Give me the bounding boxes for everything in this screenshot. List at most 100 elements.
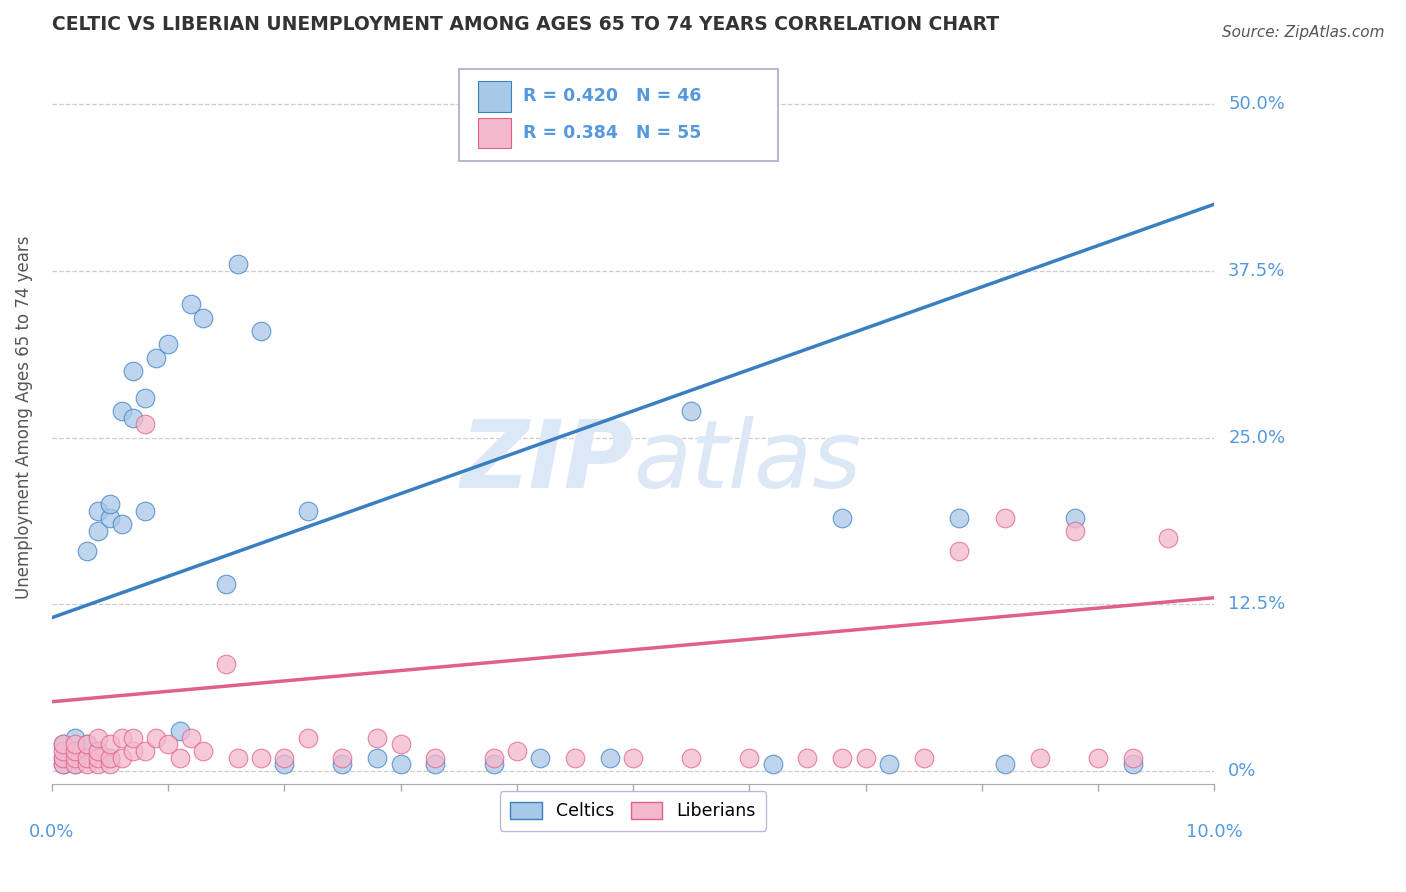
Point bbox=[52, 738, 75, 752]
Point bbox=[761, 757, 783, 772]
Point bbox=[63, 744, 86, 758]
Point bbox=[529, 751, 551, 765]
Point bbox=[621, 751, 644, 765]
Point bbox=[76, 738, 98, 752]
Point bbox=[52, 757, 75, 772]
Point bbox=[63, 738, 86, 752]
Point bbox=[52, 757, 75, 772]
Point bbox=[98, 751, 121, 765]
Point bbox=[110, 517, 132, 532]
Point bbox=[389, 738, 412, 752]
Point bbox=[134, 504, 156, 518]
Point bbox=[215, 657, 238, 672]
Text: ZIP: ZIP bbox=[460, 416, 633, 508]
Point bbox=[425, 757, 447, 772]
Point bbox=[98, 751, 121, 765]
Point bbox=[681, 404, 703, 418]
Point bbox=[250, 751, 273, 765]
Point bbox=[63, 744, 86, 758]
Point bbox=[134, 391, 156, 405]
Point bbox=[87, 751, 110, 765]
Text: 0%: 0% bbox=[1229, 762, 1257, 780]
Point bbox=[948, 544, 970, 558]
Text: 0.0%: 0.0% bbox=[30, 823, 75, 841]
Point bbox=[52, 738, 75, 752]
Point bbox=[63, 751, 86, 765]
Bar bbox=[478, 118, 510, 148]
Point bbox=[1122, 751, 1144, 765]
Point bbox=[87, 524, 110, 538]
Point bbox=[169, 751, 191, 765]
Point bbox=[425, 751, 447, 765]
Point bbox=[738, 751, 761, 765]
Point bbox=[122, 410, 145, 425]
Point bbox=[87, 504, 110, 518]
Point bbox=[912, 751, 935, 765]
Point bbox=[948, 510, 970, 524]
Point bbox=[366, 731, 388, 745]
Y-axis label: Unemployment Among Ages 65 to 74 years: Unemployment Among Ages 65 to 74 years bbox=[15, 235, 32, 599]
Point bbox=[389, 757, 412, 772]
Point bbox=[110, 404, 132, 418]
Text: 12.5%: 12.5% bbox=[1229, 595, 1285, 614]
Point bbox=[831, 751, 853, 765]
Point bbox=[250, 324, 273, 338]
Point bbox=[1063, 524, 1085, 538]
Text: CELTIC VS LIBERIAN UNEMPLOYMENT AMONG AGES 65 TO 74 YEARS CORRELATION CHART: CELTIC VS LIBERIAN UNEMPLOYMENT AMONG AG… bbox=[52, 15, 998, 34]
Point bbox=[506, 744, 529, 758]
Point bbox=[134, 417, 156, 432]
Point bbox=[877, 757, 900, 772]
Point bbox=[482, 751, 505, 765]
Point bbox=[52, 751, 75, 765]
Legend: Celtics, Liberians: Celtics, Liberians bbox=[501, 791, 766, 830]
Point bbox=[226, 751, 249, 765]
Point bbox=[63, 731, 86, 745]
Point bbox=[98, 757, 121, 772]
Point bbox=[994, 757, 1017, 772]
Point bbox=[180, 297, 202, 311]
Point bbox=[297, 504, 319, 518]
Text: Source: ZipAtlas.com: Source: ZipAtlas.com bbox=[1222, 25, 1385, 40]
Point bbox=[215, 577, 238, 591]
Point bbox=[63, 757, 86, 772]
Point bbox=[599, 751, 621, 765]
Point bbox=[273, 757, 295, 772]
Point bbox=[332, 751, 354, 765]
Point bbox=[796, 751, 818, 765]
Point bbox=[134, 744, 156, 758]
Point bbox=[98, 738, 121, 752]
Point bbox=[145, 731, 167, 745]
Point bbox=[1063, 510, 1085, 524]
Point bbox=[191, 744, 214, 758]
Point bbox=[681, 751, 703, 765]
Point bbox=[122, 731, 145, 745]
Point bbox=[994, 510, 1017, 524]
FancyBboxPatch shape bbox=[458, 70, 779, 161]
Point bbox=[273, 751, 295, 765]
Text: 50.0%: 50.0% bbox=[1229, 95, 1285, 113]
Point bbox=[169, 724, 191, 739]
Point bbox=[180, 731, 202, 745]
Text: R = 0.384   N = 55: R = 0.384 N = 55 bbox=[523, 124, 702, 142]
Point bbox=[76, 738, 98, 752]
Point bbox=[122, 744, 145, 758]
Point bbox=[366, 751, 388, 765]
Text: 37.5%: 37.5% bbox=[1229, 262, 1285, 280]
Text: atlas: atlas bbox=[633, 417, 862, 508]
Point bbox=[87, 744, 110, 758]
Point bbox=[76, 757, 98, 772]
Point bbox=[191, 310, 214, 325]
Point bbox=[1122, 757, 1144, 772]
Point bbox=[87, 744, 110, 758]
Point bbox=[52, 744, 75, 758]
Point bbox=[76, 751, 98, 765]
Point bbox=[52, 751, 75, 765]
Point bbox=[1157, 531, 1180, 545]
Point bbox=[110, 731, 132, 745]
Point bbox=[76, 751, 98, 765]
Point bbox=[145, 351, 167, 365]
Point bbox=[98, 510, 121, 524]
Point bbox=[332, 757, 354, 772]
Point bbox=[98, 497, 121, 511]
Point bbox=[226, 257, 249, 271]
